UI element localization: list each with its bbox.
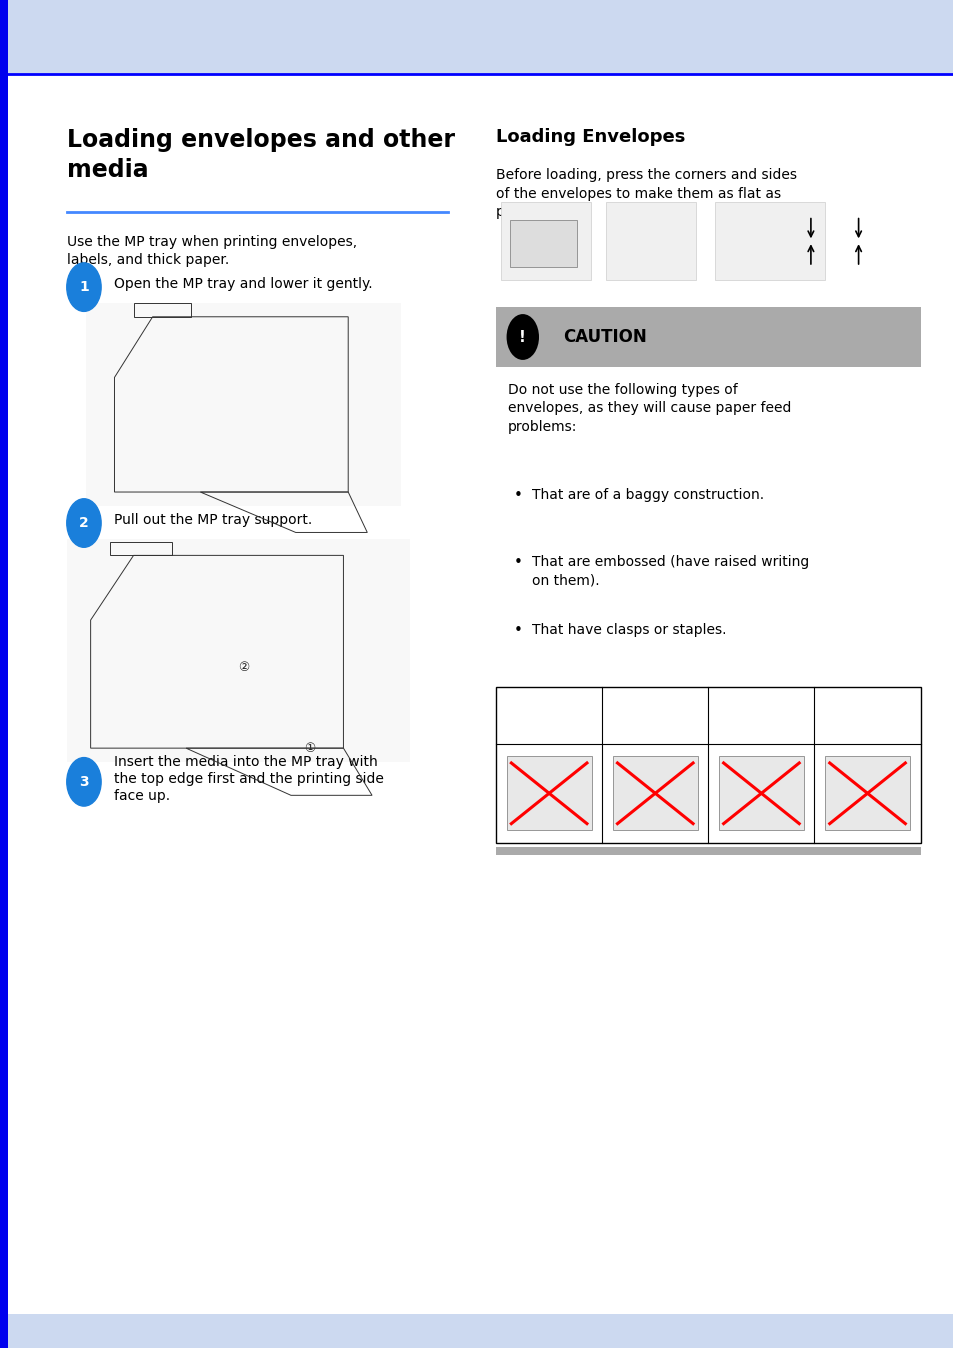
Bar bbox=[824, 756, 909, 830]
Text: That are pre-printed on the inside.: That are pre-printed on the inside. bbox=[532, 690, 771, 704]
Text: 3: 3 bbox=[79, 775, 89, 789]
Bar bbox=[719, 756, 803, 830]
Bar bbox=[0, 1314, 953, 1348]
Bar bbox=[500, 202, 591, 280]
Text: Do not use the following types of
envelopes, as they will cause paper feed
probl: Do not use the following types of envelo… bbox=[507, 383, 790, 434]
Text: Before loading, press the corners and sides
of the envelopes to make them as fla: Before loading, press the corners and si… bbox=[496, 168, 797, 220]
Text: Insert the media into the MP tray with
the top edge first and the printing side
: Insert the media into the MP tray with t… bbox=[114, 755, 384, 803]
Text: •: • bbox=[513, 623, 521, 638]
Text: Glue: Glue bbox=[535, 693, 562, 702]
Text: Triangular
flap: Triangular flap bbox=[835, 693, 899, 714]
Bar bbox=[67, 539, 410, 762]
Text: Pull out the MP tray support.: Pull out the MP tray support. bbox=[114, 514, 313, 527]
Bar bbox=[715, 202, 824, 280]
Bar bbox=[8, 0, 953, 74]
Text: Loading Envelopes: Loading Envelopes bbox=[496, 128, 685, 146]
Text: 16: 16 bbox=[67, 1324, 86, 1339]
Circle shape bbox=[67, 263, 101, 311]
Text: ②: ② bbox=[237, 661, 249, 674]
Text: 1: 1 bbox=[79, 280, 89, 294]
Circle shape bbox=[67, 758, 101, 806]
Text: That are embossed (have raised writing
on them).: That are embossed (have raised writing o… bbox=[532, 555, 809, 588]
Text: Chapter 2: Chapter 2 bbox=[67, 47, 129, 61]
Text: Loading envelopes and other
media: Loading envelopes and other media bbox=[67, 128, 455, 182]
Bar bbox=[496, 307, 920, 367]
Text: •: • bbox=[513, 690, 521, 705]
Text: •: • bbox=[513, 555, 521, 570]
Text: That have clasps or staples.: That have clasps or staples. bbox=[532, 623, 726, 636]
Bar bbox=[496, 687, 920, 842]
Text: CAUTION: CAUTION bbox=[562, 328, 646, 346]
Text: •: • bbox=[513, 488, 521, 503]
Polygon shape bbox=[510, 220, 577, 267]
Text: Double
flap: Double flap bbox=[739, 693, 782, 714]
Text: ①: ① bbox=[304, 741, 315, 755]
Circle shape bbox=[506, 314, 538, 360]
Text: Open the MP tray and lower it gently.: Open the MP tray and lower it gently. bbox=[114, 278, 373, 291]
Bar bbox=[0, 0, 8, 1348]
Bar bbox=[605, 202, 696, 280]
Circle shape bbox=[67, 499, 101, 547]
Bar bbox=[506, 756, 591, 830]
Text: Use the MP tray when printing envelopes,
labels, and thick paper.: Use the MP tray when printing envelopes,… bbox=[67, 235, 356, 267]
Bar bbox=[612, 756, 697, 830]
Bar bbox=[496, 847, 920, 855]
Bar bbox=[86, 303, 400, 506]
Text: !: ! bbox=[518, 329, 526, 345]
Text: Rounded
flap: Rounded flap bbox=[627, 693, 682, 714]
Text: 2: 2 bbox=[79, 516, 89, 530]
Text: That are of a baggy construction.: That are of a baggy construction. bbox=[532, 488, 763, 501]
